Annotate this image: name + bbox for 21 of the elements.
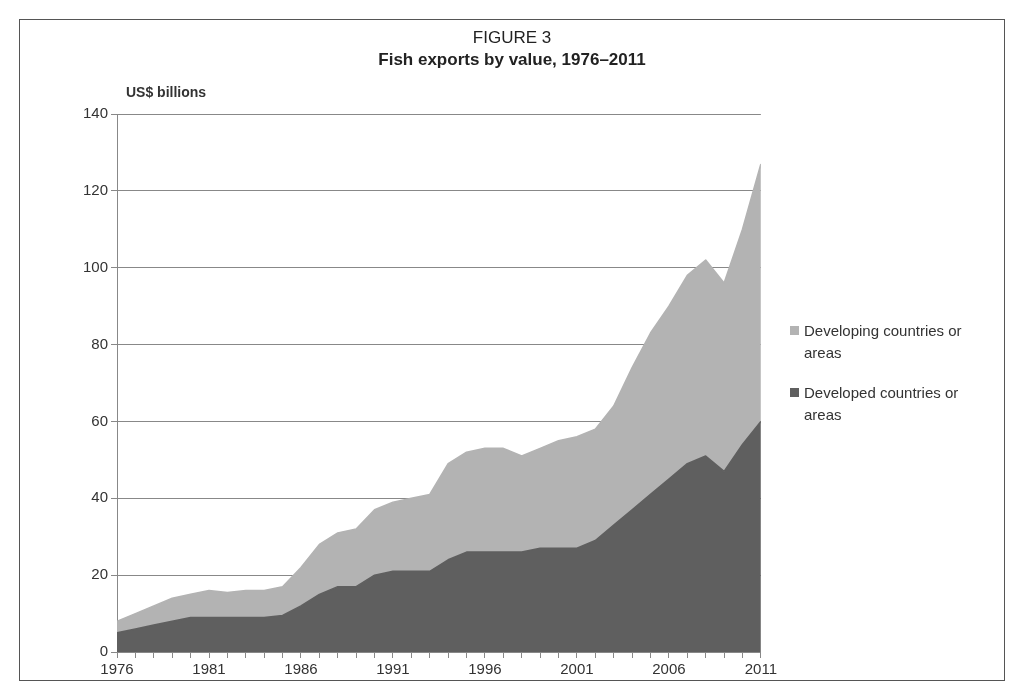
x-tick-label: 2001 bbox=[560, 660, 594, 678]
y-tick-label: 100 bbox=[83, 257, 109, 275]
y-tick-label: 40 bbox=[91, 488, 109, 506]
legend-label: Developing countries or areas bbox=[804, 322, 962, 361]
chart-subtitle: FIGURE 3 bbox=[471, 28, 553, 48]
y-tick-label: 80 bbox=[91, 334, 109, 352]
legend-label: Developed countries or areas bbox=[804, 384, 959, 423]
x-tick-label: 2006 bbox=[652, 660, 686, 678]
chart-title: Fish exports by value, 1976–2011 bbox=[377, 50, 647, 70]
x-tick-label: 1976 bbox=[100, 660, 134, 678]
y-tick-label: 60 bbox=[91, 411, 109, 429]
y-tick-label: 0 bbox=[99, 642, 109, 660]
x-tick-label: 1986 bbox=[284, 660, 318, 678]
x-tick-label: 1981 bbox=[192, 660, 226, 678]
x-tick-label: 1996 bbox=[468, 660, 502, 678]
y-tick-label: 140 bbox=[83, 104, 109, 122]
y-axis-title: US$ billions bbox=[126, 84, 207, 100]
y-tick-label: 20 bbox=[91, 565, 109, 583]
x-tick-label: 1991 bbox=[376, 660, 410, 678]
x-tick-label: 2011 bbox=[744, 660, 777, 678]
y-tick-label: 120 bbox=[83, 181, 109, 198]
